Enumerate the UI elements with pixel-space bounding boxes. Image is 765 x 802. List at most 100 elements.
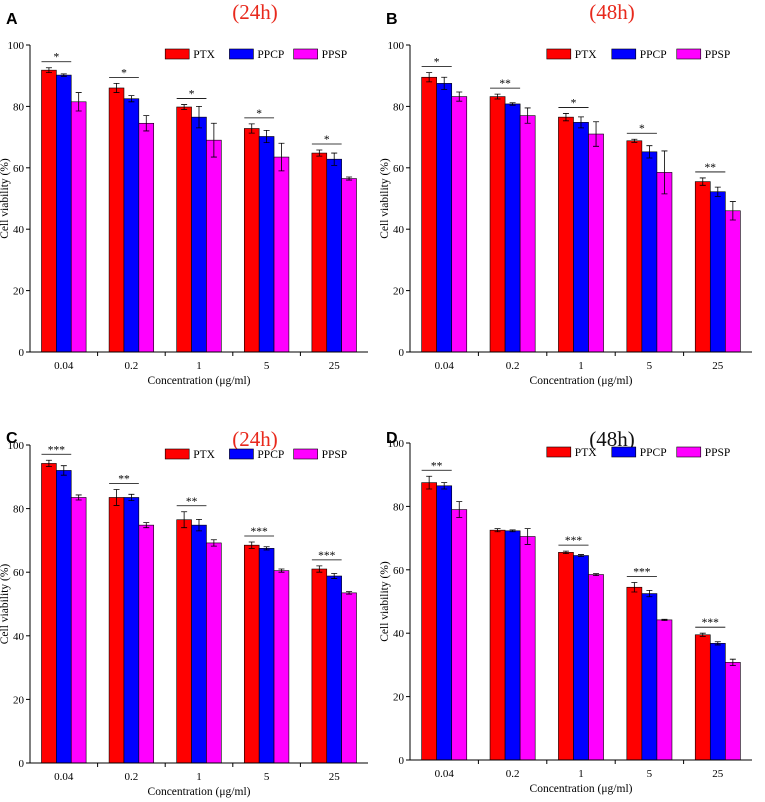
bar-ptx-0.04: [41, 69, 57, 353]
error-bar-ppcp-1: [196, 106, 202, 129]
legend-label-ptx: PTX: [575, 447, 597, 459]
legend-swatch-ppsp: [676, 48, 702, 60]
bar-ppcp-0.2: [123, 497, 140, 764]
panel-letter: D: [386, 430, 398, 447]
bar-ptx-1: [558, 116, 574, 353]
x-tick-label: 0.2: [125, 360, 139, 372]
legend-label-ppsp: PPSP: [705, 49, 731, 61]
y-tick-label: 40: [393, 224, 405, 236]
significance-marker-0.2: **: [499, 78, 511, 90]
bar-ppcp-25: [326, 158, 342, 353]
x-tick-label: 5: [264, 771, 270, 783]
error-bar-ppcp-0.2: [509, 102, 516, 106]
bar-ptx-0.2: [489, 529, 506, 761]
legend-label-ppcp: PPCP: [640, 447, 667, 459]
y-tick-label: 20: [393, 692, 405, 704]
legend-swatch-ppcp: [229, 448, 254, 460]
y-axis-label: Cell viability (%): [379, 158, 391, 239]
bar-ptx-5: [243, 544, 260, 764]
bar-ppsp-25: [725, 210, 741, 353]
bar-ppsp-1: [588, 133, 604, 353]
error-bar-ppsp-0.2: [524, 528, 531, 545]
significance-marker-0.04: **: [431, 460, 443, 472]
error-bar-ppcp-5: [263, 546, 270, 551]
error-bar-ptx-5: [248, 541, 255, 549]
y-tick-label: 60: [13, 163, 25, 175]
error-bar-ppcp-0.04: [441, 482, 448, 490]
y-axis-label: Cell viability (%): [0, 158, 11, 239]
legend-swatch-ppcp: [229, 48, 254, 60]
bar-ppsp-0.2: [138, 524, 155, 764]
significance-marker-1: ***: [565, 535, 583, 547]
legend-swatch-ptx: [546, 446, 572, 458]
bar-ppcp-5: [641, 151, 658, 353]
significance-marker-0.04: *: [53, 52, 59, 64]
significance-marker-0.2: **: [118, 474, 130, 486]
bar-ppcp-0.04: [436, 485, 453, 761]
bar-ppsp-1: [206, 542, 222, 764]
x-tick-label: 25: [329, 360, 341, 372]
y-tick-label: 80: [13, 101, 25, 113]
error-bar-ptx-25: [316, 149, 323, 157]
bar-ptx-25: [311, 152, 328, 353]
legend-swatch-ppsp: [293, 448, 318, 460]
legend-label-ppsp: PPSP: [705, 447, 731, 459]
bar-ppcp-1: [573, 122, 589, 353]
y-tick-label: 60: [393, 163, 405, 175]
y-tick-label: 80: [13, 504, 25, 516]
y-tick-label: 80: [393, 101, 405, 113]
significance-marker-1: *: [571, 97, 577, 109]
significance-marker-5: ***: [633, 566, 651, 578]
bar-ptx-0.04: [421, 482, 437, 761]
error-bar-ppcp-0.2: [128, 493, 135, 502]
error-bar-ppsp-0.2: [143, 522, 150, 529]
x-tick-label: 0.04: [54, 360, 74, 372]
bar-ppsp-5: [273, 156, 290, 353]
bar-ppcp-25: [709, 643, 726, 761]
bar-ppcp-25: [326, 575, 342, 764]
legend-swatch-ppsp: [676, 446, 702, 458]
bar-ppsp-25: [341, 178, 357, 353]
x-tick-label: 1: [578, 768, 584, 780]
error-bar-ppcp-0.2: [128, 95, 135, 103]
y-tick-label: 20: [13, 694, 25, 706]
bar-ppsp-25: [341, 592, 357, 764]
error-bar-ppcp-5: [263, 129, 270, 144]
error-bar-ppcp-25: [714, 641, 721, 646]
y-tick-label: 100: [388, 40, 405, 52]
bar-ppsp-0.04: [451, 509, 468, 761]
significance-marker-0.04: ***: [48, 444, 66, 456]
x-axis-label: Concentration (μg/ml): [148, 375, 251, 387]
panel-title: (24h): [232, 427, 278, 451]
y-tick-label: 20: [393, 286, 405, 298]
error-bar-ppcp-25: [714, 186, 721, 197]
y-tick-label: 100: [8, 440, 25, 452]
x-tick-label: 25: [712, 360, 724, 372]
error-bar-ppcp-1: [578, 116, 584, 129]
error-bar-ppcp-1: [196, 519, 202, 532]
y-tick-label: 0: [399, 347, 405, 359]
significance-marker-0.2: *: [121, 67, 127, 79]
error-bar-ppsp-5: [278, 142, 285, 172]
bar-ppcp-5: [258, 136, 275, 353]
bar-ppsp-0.2: [138, 122, 155, 353]
significance-marker-25: ***: [318, 550, 336, 562]
error-bar-ptx-0.2: [494, 528, 501, 533]
bar-ptx-1: [558, 552, 574, 761]
bar-ptx-0.2: [108, 87, 125, 353]
bar-ppcp-5: [258, 548, 275, 764]
significance-marker-5: *: [256, 108, 262, 120]
x-tick-label: 25: [329, 771, 341, 783]
error-bar-ppsp-25: [729, 201, 736, 221]
bar-ppsp-0.04: [451, 96, 468, 353]
bar-ppcp-0.04: [56, 470, 72, 764]
error-bar-ppsp-1: [593, 121, 600, 147]
error-bar-ptx-5: [631, 138, 638, 143]
legend-swatch-ppcp: [611, 446, 637, 458]
error-bar-ptx-1: [181, 104, 188, 110]
x-tick-label: 1: [578, 360, 584, 372]
error-bar-ppsp-0.04: [456, 91, 463, 102]
significance-marker-5: *: [639, 123, 645, 135]
error-bar-ptx-0.2: [113, 489, 120, 506]
